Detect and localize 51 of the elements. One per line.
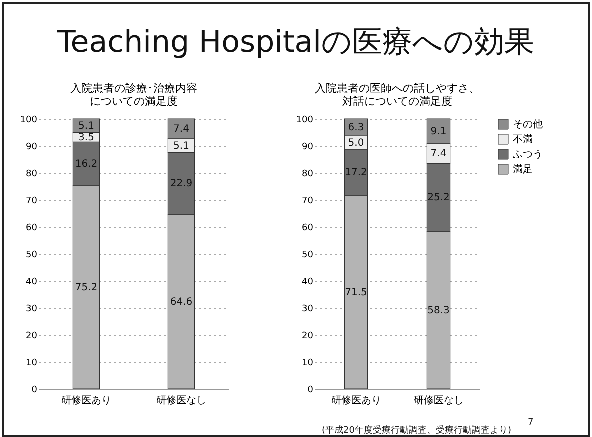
- y-tick-label: 90: [302, 142, 314, 152]
- y-tick-label: 60: [26, 224, 38, 234]
- y-tick-label: 90: [26, 142, 38, 152]
- legend-label: 満足: [513, 164, 533, 176]
- y-tick-label: 70: [26, 196, 38, 206]
- data-label: 64.6: [170, 296, 193, 308]
- data-label: 16.2: [75, 159, 98, 170]
- data-label: 58.3: [428, 305, 450, 316]
- y-tick-label: 40: [26, 278, 38, 288]
- y-tick-label: 30: [302, 304, 314, 314]
- chart-title: 入院患者の診療･治療内容についての満足度: [70, 82, 198, 108]
- legend-label: 不満: [513, 134, 533, 146]
- chart-title: 入院患者の医師への話しやすさ、対話についての満足度: [315, 82, 480, 108]
- legend-label: ふつう: [512, 150, 543, 160]
- x-tick-label: 研修医あり: [62, 396, 112, 406]
- data-label: 22.9: [170, 178, 193, 190]
- y-tick-label: 20: [302, 332, 314, 342]
- y-tick-label: 40: [302, 278, 314, 288]
- x-tick-label: 研修医あり: [331, 396, 382, 406]
- data-label: 9.1: [430, 126, 447, 138]
- y-tick-label: 70: [302, 196, 314, 206]
- data-label: 71.5: [345, 287, 368, 298]
- y-tick-label: 0: [308, 386, 314, 396]
- data-label: 3.5: [78, 132, 94, 144]
- data-label: 17.2: [345, 168, 368, 179]
- legend-label: その他: [513, 118, 543, 130]
- y-tick-label: 50: [26, 250, 38, 260]
- y-tick-label: 50: [302, 250, 314, 260]
- text: 7: [528, 418, 534, 428]
- y-tick-label: 80: [26, 170, 38, 180]
- x-tick-label: 研修医なし: [414, 396, 464, 406]
- y-tick-label: 30: [26, 304, 38, 314]
- y-tick-label: 0: [32, 386, 38, 396]
- data-label: 5.1: [174, 140, 190, 152]
- data-label: 7.4: [174, 124, 190, 135]
- y-tick-label: 10: [26, 358, 38, 368]
- data-label: 5.0: [348, 138, 364, 149]
- data-label: 25.2: [428, 192, 450, 204]
- y-tick-label: 20: [26, 332, 38, 342]
- y-tick-label: 80: [302, 170, 314, 180]
- y-tick-label: 100: [296, 116, 314, 126]
- text: (平成20年度受療行動調査、受療行動調査より): [322, 424, 512, 437]
- data-label: 75.2: [75, 282, 98, 294]
- y-tick-label: 100: [20, 116, 38, 126]
- text: Teaching Hospitalの医療への効果: [56, 24, 536, 62]
- x-tick-label: 研修医なし: [156, 396, 206, 406]
- y-tick-label: 10: [302, 358, 314, 368]
- y-tick-label: 60: [302, 224, 314, 234]
- data-label: 5.1: [78, 120, 94, 132]
- data-label: 7.4: [430, 148, 447, 160]
- data-label: 6.3: [348, 122, 364, 134]
